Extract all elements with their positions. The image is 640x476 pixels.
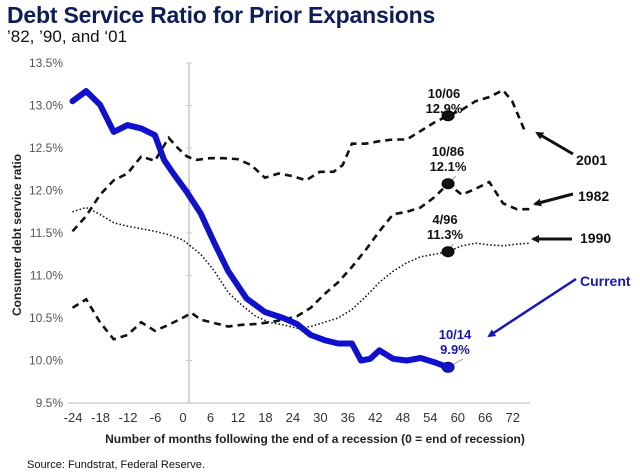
chart-subtitle: ’82, ’90, and ‘01 [7,27,128,46]
annotation-marker [441,178,455,190]
y-tick-label: 11.0% [30,269,63,283]
series-line-2001 [71,88,528,233]
x-tick-label: -12 [119,410,138,425]
legend-label-1990: 1990 [580,230,611,246]
x-tick-label: 24 [286,410,300,425]
x-tick-label: 48 [396,410,410,425]
legend-arrow [487,277,577,338]
y-tick-label: 12.0% [29,184,63,198]
legend-label-current: Current [580,273,631,289]
y-tick-label: 13.5% [29,56,63,70]
chart-title: Debt Service Ratio for Prior Expansions [7,2,436,28]
legend-arrow [533,192,574,207]
y-tick-label: 10.5% [29,311,63,325]
x-tick-label: -6 [150,410,162,425]
x-tick-label: 18 [258,410,272,425]
x-tick-label: 30 [313,410,327,425]
y-tick-label: 9.5% [36,396,64,410]
x-tick-label: 12 [231,410,245,425]
legend-label-1982: 1982 [578,188,609,204]
x-axis-label: Number of months following the end of a … [105,432,525,446]
y-tick-label: 12.5% [29,141,63,155]
series-group [69,88,531,371]
annotation-marker [441,110,455,122]
y-tick-label: 10.0% [29,354,63,368]
axes: 9.5% 10.0% 10.5% 11.0% 11.5% 12.0% 12.5% 13.0% 1… [29,56,530,425]
annotation-marker [441,361,455,373]
x-tick-label: -24 [64,410,83,425]
y-axis-label: Consumer debt service ratio [10,154,24,316]
x-tick-label: -18 [91,410,110,425]
x-tick-label: 0 [179,410,186,425]
annotation-value: 9.9% [440,342,470,357]
legend-label-2001: 2001 [576,152,607,168]
y-tick-label: 13.0% [29,99,63,113]
annotation-date: 10/06 [428,86,461,101]
series-line-current [69,88,452,371]
legend-arrow [535,131,574,156]
annotation-value: 12.1% [430,159,467,174]
series-line-1982 [71,180,531,341]
x-tick-label: 36 [341,410,355,425]
x-tick-label: 6 [207,410,214,425]
annotation-value: 12.9% [426,101,463,116]
annotation-date: 10/14 [439,327,472,342]
source-note: Source: Fundstrat, Federal Reserve. [27,459,205,471]
annotation-date: 4/96 [432,212,457,227]
annotation-date: 10/86 [432,144,465,159]
y-tick-label: 11.5% [30,226,63,240]
x-tick-label: 54 [423,410,437,425]
x-tick-label: 42 [368,410,382,425]
annotation-marker [441,246,455,258]
series-line-1990 [72,206,531,330]
x-tick-label: 66 [478,410,492,425]
annotation-value: 11.3% [427,227,464,242]
x-tick-label: 72 [506,410,520,425]
x-tick-label: 60 [451,410,465,425]
